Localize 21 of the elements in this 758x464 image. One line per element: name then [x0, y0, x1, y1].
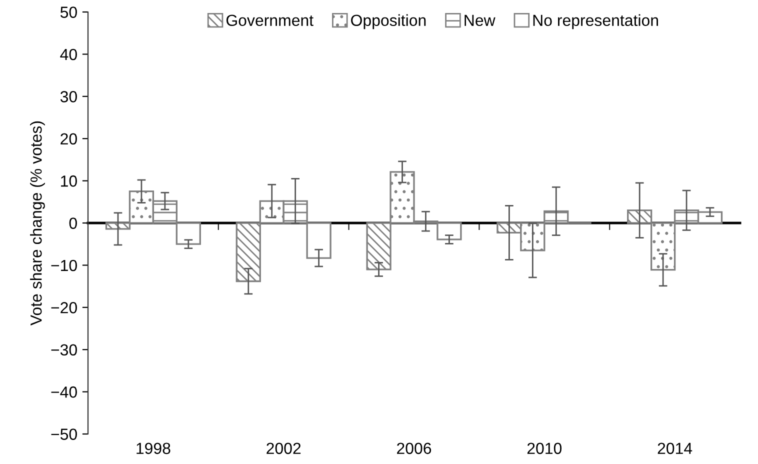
- x-tick-label: 2014: [658, 442, 692, 454]
- y-tick-label: −40: [51, 386, 77, 398]
- y-tick-label: 10: [61, 175, 77, 187]
- y-tick-label: 40: [60, 48, 77, 60]
- x-tick-label: 2002: [266, 442, 301, 454]
- y-tick-label: 30: [60, 91, 77, 102]
- y-tick-label: −20: [51, 302, 77, 314]
- y-tick-label: 20: [60, 133, 77, 145]
- y-tick-label: 50: [60, 6, 77, 18]
- x-tick-label: 2010: [527, 442, 562, 454]
- y-tick-label: −50: [51, 428, 77, 440]
- legend-label: No representation: [533, 14, 658, 30]
- y-tick-label: 0: [69, 218, 77, 229]
- legend-label: New: [464, 14, 496, 26]
- x-tick-label: 2006: [397, 442, 432, 454]
- legend-label: Government: [226, 14, 314, 26]
- y-axis-title: Vote share change (% votes): [30, 121, 45, 326]
- y-tick-label: −10: [51, 260, 77, 272]
- legend-label: Opposition: [351, 14, 426, 30]
- x-tick-label: 1998: [136, 442, 170, 454]
- y-tick-label: −30: [51, 344, 77, 356]
